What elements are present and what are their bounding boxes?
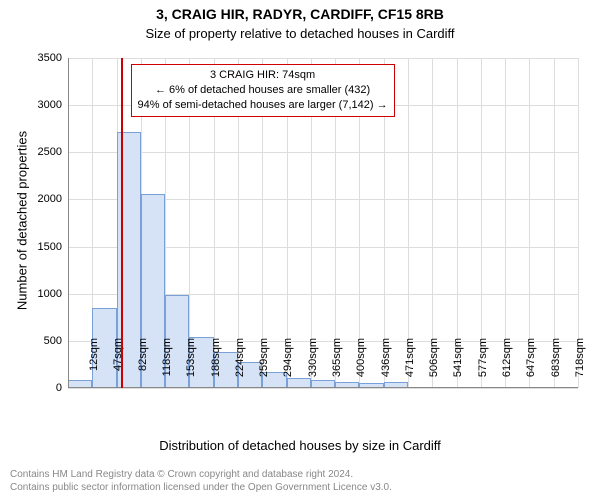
annotation-line: 3 CRAIG HIR: 74sqm [138,68,388,83]
property-size-histogram: 3, CRAIG HIR, RADYR, CARDIFF, CF15 8RB S… [0,0,600,500]
grid-line-horizontal [68,58,578,59]
reference-line [121,58,123,388]
x-tick-label: 188sqm [206,338,222,388]
y-tick-label: 3000 [38,99,68,111]
y-tick-label: 1500 [38,241,68,253]
x-tick-label: 683sqm [546,338,562,388]
x-tick-label: 330sqm [303,338,319,388]
footer-line-2: Contains public sector information licen… [10,481,392,494]
x-tick-label: 365sqm [327,338,343,388]
x-tick-label: 12sqm [84,338,100,388]
x-tick-label: 718sqm [570,338,586,388]
y-tick-label: 1000 [38,288,68,300]
grid-line-horizontal [68,388,578,389]
x-tick-label: 294sqm [278,338,294,388]
y-tick-label: 3500 [38,52,68,64]
x-tick-label: 224sqm [230,338,246,388]
x-tick-label: 541sqm [448,338,464,388]
y-tick-label: 500 [44,335,68,347]
x-tick-label: 612sqm [497,338,513,388]
x-tick-label: 506sqm [424,338,440,388]
x-tick-label: 259sqm [254,338,270,388]
x-tick-label: 153sqm [181,338,197,388]
plot-area: 050010001500200025003000350012sqm47sqm82… [68,58,578,388]
footer-attribution: Contains HM Land Registry data © Crown c… [10,468,392,494]
x-tick-label: 647sqm [521,338,537,388]
annotation-box: 3 CRAIG HIR: 74sqm← 6% of detached house… [131,64,395,117]
grid-line-horizontal [68,152,578,153]
x-tick-label: 577sqm [473,338,489,388]
footer-line-1: Contains HM Land Registry data © Crown c… [10,468,392,481]
chart-title: 3, CRAIG HIR, RADYR, CARDIFF, CF15 8RB [0,6,600,22]
y-tick-label: 2000 [38,193,68,205]
annotation-line: 94% of semi-detached houses are larger (… [138,98,388,113]
x-tick-label: 400sqm [351,338,367,388]
axis-line [68,58,69,388]
y-tick-label: 0 [56,382,68,394]
x-tick-label: 471sqm [400,338,416,388]
annotation-line: ← 6% of detached houses are smaller (432… [138,83,388,98]
axis-line [68,387,578,388]
y-tick-label: 2500 [38,146,68,158]
chart-subtitle: Size of property relative to detached ho… [0,26,600,41]
x-tick-label: 82sqm [133,338,149,388]
x-tick-label: 118sqm [157,338,173,388]
y-axis-label: Number of detached properties [15,121,30,321]
x-tick-label: 436sqm [376,338,392,388]
x-axis-label: Distribution of detached houses by size … [0,438,600,453]
